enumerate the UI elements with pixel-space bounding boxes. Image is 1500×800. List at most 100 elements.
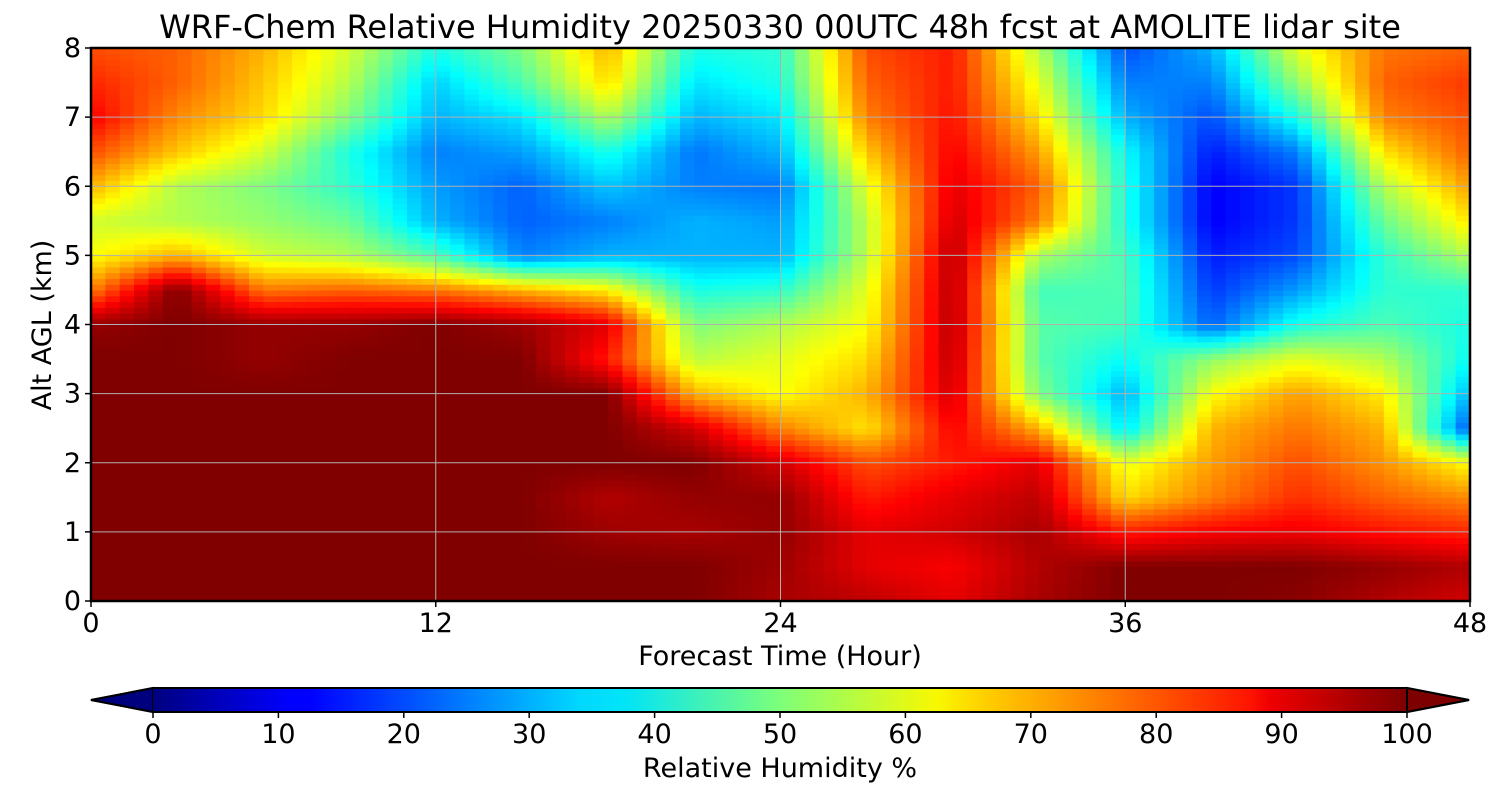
heatmap-cell (593, 549, 609, 556)
heatmap-cell (1082, 353, 1098, 360)
heatmap-cell (277, 577, 293, 585)
heatmap-cell (234, 485, 250, 493)
heatmap-cell (636, 583, 652, 591)
heatmap-cell (205, 514, 221, 521)
heatmap-cell (723, 480, 738, 487)
heatmap-cell (435, 595, 451, 601)
heatmap-cell (191, 497, 207, 504)
heatmap-cell (593, 393, 609, 400)
heatmap-cell (464, 554, 480, 562)
heatmap-cell (981, 497, 997, 504)
heatmap-cell (1039, 456, 1055, 464)
heatmap-cell (1326, 428, 1342, 435)
heatmap-cell (1225, 480, 1241, 487)
heatmap-cell (1168, 347, 1184, 354)
heatmap-cell (723, 595, 738, 601)
heatmap-cell (320, 399, 336, 406)
heatmap-cell (679, 503, 695, 510)
heatmap-cell (694, 347, 710, 354)
heatmap-cell (1153, 405, 1169, 412)
heatmap-cell (651, 456, 667, 464)
heatmap-cell (636, 445, 652, 452)
heatmap-cell (91, 480, 106, 487)
heatmap-cell (91, 491, 106, 498)
heatmap-cell (1326, 560, 1342, 568)
heatmap-cell (622, 462, 638, 470)
heatmap-cell (335, 537, 351, 544)
heatmap-cell (234, 318, 250, 326)
heatmap-cell (277, 336, 293, 343)
heatmap-cell (1297, 376, 1313, 383)
heatmap-cell (1125, 520, 1141, 527)
heatmap-cell (823, 387, 839, 395)
heatmap-cell (392, 526, 408, 533)
heatmap-cell (995, 387, 1011, 395)
heatmap-cell (1340, 560, 1356, 568)
heatmap-cell (1254, 445, 1270, 452)
heatmap-cell (895, 433, 911, 441)
heatmap-cell (119, 445, 135, 452)
heatmap-cell (1268, 451, 1284, 458)
heatmap-cell (981, 520, 997, 527)
heatmap-cell (952, 583, 968, 591)
heatmap-cell (1311, 589, 1327, 596)
heatmap-cell (1297, 353, 1313, 360)
heatmap-cell (881, 301, 897, 308)
heatmap-cell (306, 445, 322, 452)
heatmap-cell (694, 451, 710, 458)
heatmap-cell (1110, 353, 1126, 360)
heatmap-cell (852, 387, 868, 395)
heatmap-cell (1426, 526, 1442, 533)
heatmap-cell (967, 376, 983, 383)
heatmap-cell (1398, 485, 1414, 493)
heatmap-cell (952, 577, 968, 585)
heatmap-cell (1311, 382, 1327, 389)
heatmap-cell (708, 577, 724, 585)
heatmap-cell (392, 520, 408, 527)
heatmap-cell (363, 399, 379, 406)
heatmap-cell (464, 359, 480, 366)
heatmap-cell (794, 543, 810, 550)
heatmap-cell (1024, 485, 1040, 493)
heatmap-cell (450, 382, 466, 389)
heatmap-cell (1455, 416, 1470, 424)
heatmap-cell (536, 347, 552, 354)
heatmap-cell (1067, 439, 1083, 447)
heatmap-cell (263, 416, 279, 424)
heatmap-cell (1096, 595, 1112, 601)
heatmap-cell (450, 462, 466, 470)
heatmap-cell (995, 595, 1011, 601)
heatmap-cell (263, 543, 279, 550)
heatmap-cell (766, 589, 782, 596)
heatmap-cell (119, 307, 135, 314)
heatmap-cell (593, 468, 609, 475)
heatmap-cell (378, 520, 394, 527)
heatmap-cell (320, 589, 336, 596)
heatmap-cell (521, 341, 537, 349)
heatmap-cell (1039, 468, 1055, 475)
heatmap-cell (679, 445, 695, 452)
heatmap-cell (1455, 422, 1470, 429)
heatmap-cell (881, 468, 897, 475)
heatmap-cell (665, 347, 681, 354)
heatmap-cell (737, 549, 753, 556)
heatmap-cell (507, 474, 523, 481)
heatmap-cell (608, 456, 624, 464)
heatmap-cell (335, 480, 351, 487)
heatmap-cell (407, 595, 422, 601)
heatmap-cell (1355, 543, 1371, 550)
heatmap-cell (521, 307, 537, 314)
heatmap-cell (1326, 549, 1342, 556)
heatmap-cell (119, 474, 135, 481)
heatmap-cell (392, 318, 408, 326)
heatmap-cell (866, 526, 882, 533)
heatmap-cell (1383, 485, 1399, 493)
heatmap-cell (1412, 543, 1428, 550)
heatmap-cell (1153, 572, 1169, 579)
heatmap-cell (981, 376, 997, 383)
heatmap-cell (521, 416, 537, 424)
heatmap-cell (967, 531, 983, 539)
heatmap-cell (766, 359, 782, 366)
heatmap-cell (277, 318, 293, 326)
heatmap-cell (651, 497, 667, 504)
